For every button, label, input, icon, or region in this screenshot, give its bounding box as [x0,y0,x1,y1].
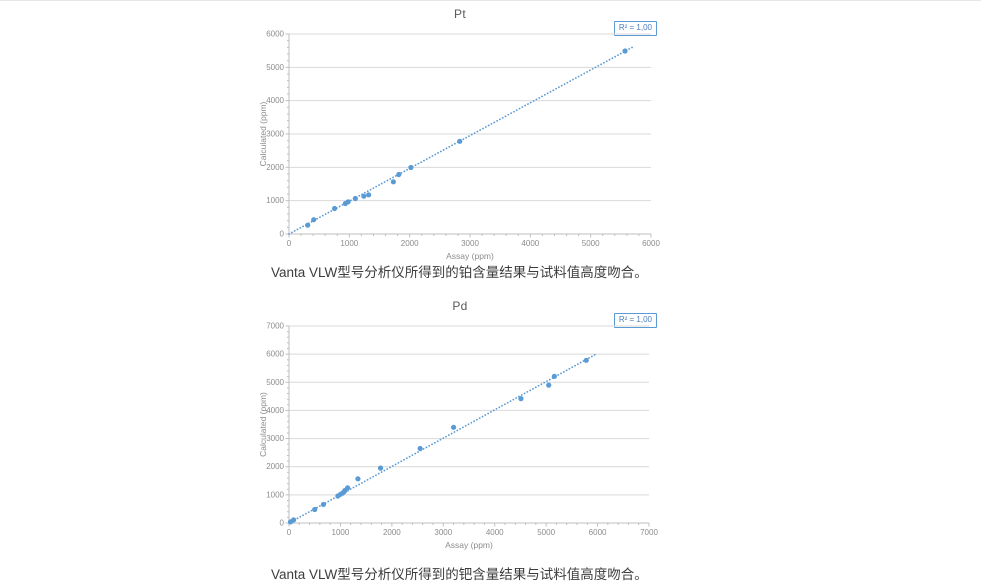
data-point [311,217,317,223]
data-point [366,192,372,198]
data-point [408,164,414,171]
figure-caption-pd: Vanta VLW型号分析仪所得到的钯含量结果与试料值高度吻合。 [271,567,648,582]
data-point [457,138,463,144]
data-point [546,382,552,388]
data-point [417,445,423,452]
pd-scatter-plot: 0 1000 2000 3000 4000 5000 6000 7000 0 1000 2000 30… [258,322,658,551]
r2-annotation-pt: R² = 1,00 [613,21,657,36]
y-tick-label: 7000 [266,322,284,331]
y-tick-label: 4000 [266,96,284,105]
chart-title-pt: Pt [454,7,466,21]
y-tick-label: 3000 [266,434,284,443]
x-tick-label: 1000 [340,239,358,248]
data-point [396,171,402,178]
data-point [450,424,457,430]
y-tick-label: 1000 [266,490,284,499]
y-tick-label: 5000 [266,63,284,72]
y-tick-label: 4000 [266,406,284,415]
x-tick-label: 7000 [640,528,658,537]
y-tick-label: 5000 [266,378,284,387]
r2-annotation-pd: R² = 1,00 [613,313,657,328]
data-point [331,205,338,212]
y-tick-label: 1000 [266,196,284,205]
y-tick-label: 2000 [266,462,284,471]
x-axis-title: Assay (ppm) [445,540,493,550]
x-tick-label: 2000 [383,528,401,537]
y-tick-label: 6000 [266,30,284,39]
x-tick-label: 4000 [521,239,539,248]
figure-caption-pt: Vanta VLW型号分析仪所得到的铂含量结果与试料值高度吻合。 [271,265,648,280]
y-axis-title: Calculated (ppm) [258,101,268,166]
data-point [352,195,358,202]
x-tick-label: 0 [287,528,292,537]
data-point [320,501,327,508]
x-tick-label: 4000 [486,528,504,537]
data-point [390,179,396,185]
data-point [355,476,361,482]
x-tick-label: 2000 [401,239,419,248]
data-point [622,48,628,54]
x-tick-label: 1000 [332,528,350,537]
x-tick-label: 5000 [582,239,600,248]
data-point [291,517,297,523]
data-point [305,222,311,228]
data-point [312,506,318,513]
y-tick-label: 0 [280,230,285,239]
x-tick-label: 6000 [589,528,607,537]
y-tick-label: 6000 [266,350,284,359]
y-tick-label: 3000 [266,130,284,139]
y-axis-title: Calculated (ppm) [258,392,268,457]
x-axis-title: Assay (ppm) [446,251,494,261]
y-tick-label: 0 [280,519,285,528]
pt-scatter-plot: 0 1000 2000 3000 4000 5000 6000 0 1000 2000 3000 40… [258,30,660,262]
pd-figure: Pd R² = 1,00 0 1000 2000 3000 4000 5000 6000 70… [255,297,665,583]
data-point [361,193,367,199]
data-point [518,396,524,402]
chart-title-pd: Pd [452,299,468,313]
x-tick-label: 3000 [434,528,452,537]
x-tick-label: 3000 [461,239,479,248]
x-tick-label: 5000 [537,528,555,537]
data-point [583,357,589,363]
data-point [377,465,384,471]
pt-figure: Pt R² = 1,00 0 1000 2000 3000 4000 5000 6000 0 1… [255,5,665,291]
data-point [345,199,351,205]
y-tick-label: 2000 [266,163,284,172]
x-tick-label: 0 [287,239,292,248]
x-tick-label: 6000 [642,239,660,248]
top-border [0,0,981,1]
data-point [551,373,557,379]
data-point [345,485,351,491]
